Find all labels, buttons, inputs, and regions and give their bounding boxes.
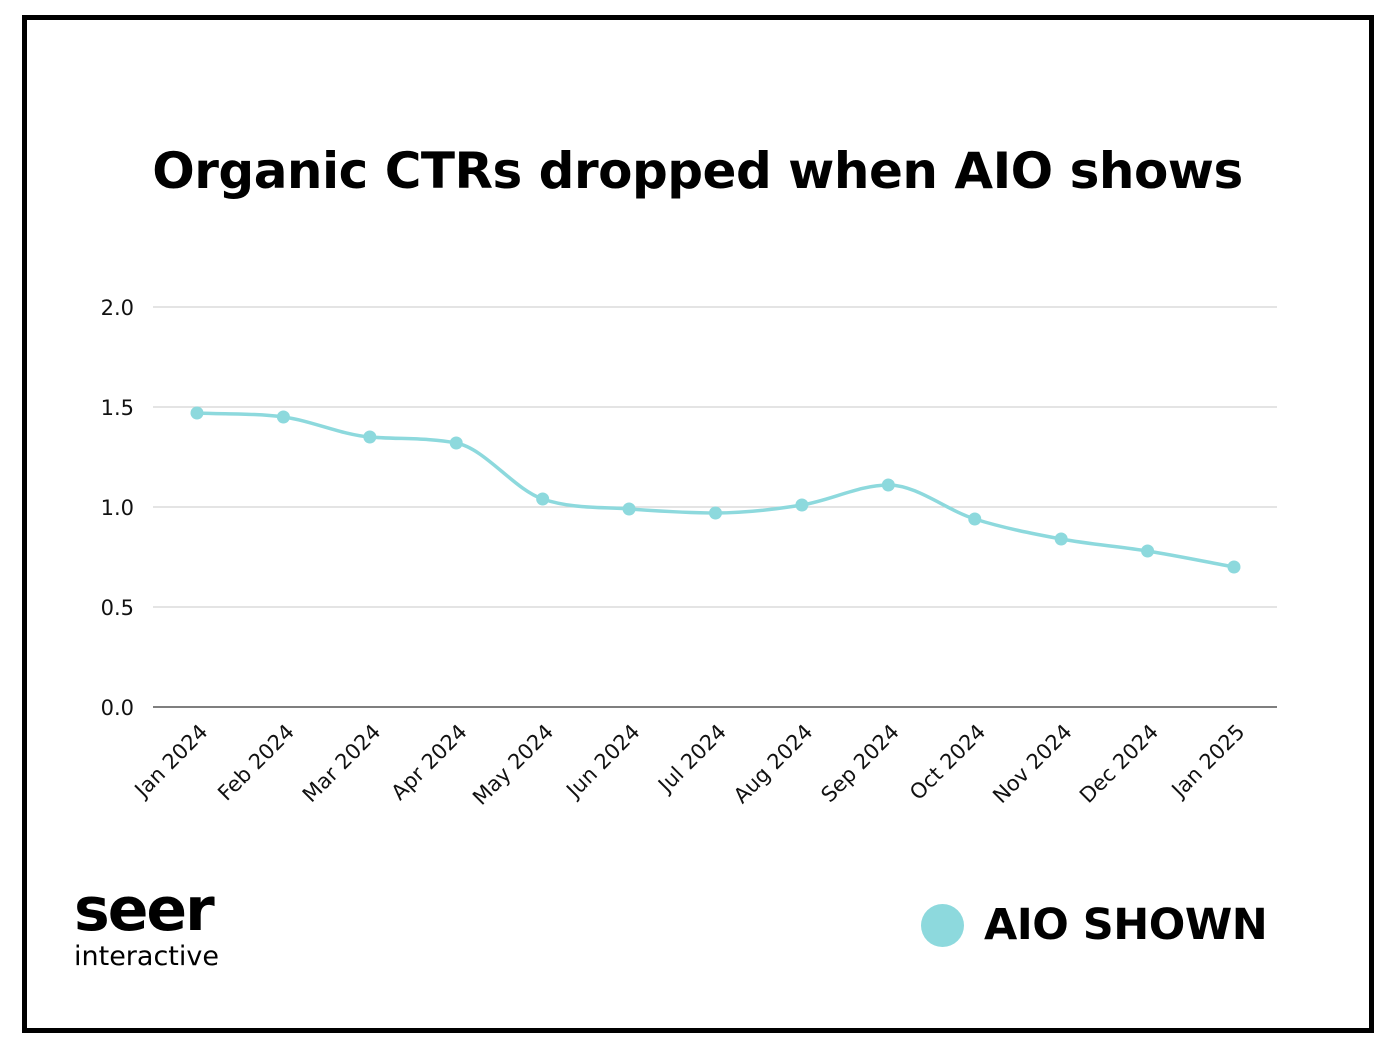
data-point xyxy=(276,410,290,424)
data-point xyxy=(881,478,895,492)
data-point xyxy=(536,492,550,506)
x-tick-label: Jul 2024 xyxy=(652,720,731,799)
chart-title: Organic CTRs dropped when AIO shows xyxy=(152,142,1243,200)
data-point xyxy=(968,512,982,526)
y-tick-label: 0.5 xyxy=(101,596,134,620)
logo-tagline: interactive xyxy=(74,941,219,972)
x-tick-label: Aug 2024 xyxy=(729,720,817,808)
y-tick-label: 2.0 xyxy=(101,296,134,320)
chart-frame xyxy=(22,15,1374,1033)
legend-swatch-icon xyxy=(921,903,964,947)
x-tick-label: Jan 2025 xyxy=(1166,720,1250,804)
x-tick-label: Apr 2024 xyxy=(387,720,472,805)
legend-label: AIO SHOWN xyxy=(984,900,1268,950)
x-tick-label: Sep 2024 xyxy=(816,720,903,807)
legend: AIO SHOWN xyxy=(921,900,1268,950)
logo-wordmark: seer xyxy=(74,875,215,945)
series-aio-shown xyxy=(190,406,1241,574)
data-point xyxy=(449,436,463,450)
x-tick-label: Jan 2024 xyxy=(129,720,213,804)
data-point xyxy=(363,430,377,444)
x-tick-label: Mar 2024 xyxy=(298,720,386,808)
seer-interactive-logo: seer interactive xyxy=(74,880,219,972)
x-tick-label: Jun 2024 xyxy=(561,720,645,804)
y-tick-label: 0.0 xyxy=(101,696,134,720)
x-tick-label: May 2024 xyxy=(468,720,558,810)
y-tick-label: 1.5 xyxy=(101,396,134,420)
x-tick-label: Dec 2024 xyxy=(1075,720,1163,808)
x-tick-label: Feb 2024 xyxy=(213,720,299,806)
data-point xyxy=(622,502,636,516)
x-tick-label: Nov 2024 xyxy=(988,720,1076,808)
data-point xyxy=(709,506,722,520)
data-point xyxy=(1054,532,1068,546)
x-tick-label: Oct 2024 xyxy=(905,720,990,805)
data-point xyxy=(1227,560,1241,574)
data-point xyxy=(190,406,204,420)
series-line xyxy=(195,411,1236,569)
y-tick-label: 1.0 xyxy=(101,496,134,520)
data-point xyxy=(1141,544,1155,558)
data-point xyxy=(795,498,809,512)
y-axis-ticks: 0.0 0.5 1.0 1.5 2.0 xyxy=(101,296,134,720)
